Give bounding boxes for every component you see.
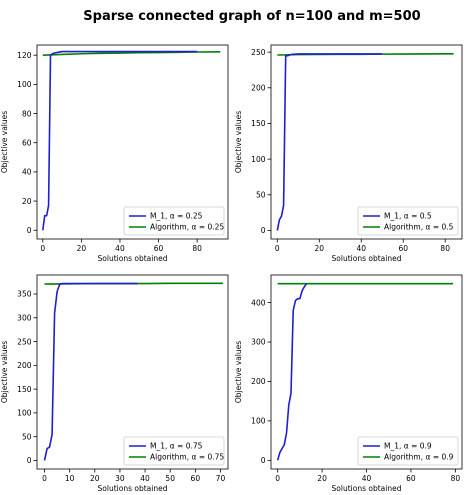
legend-entry: Algorithm, α = 0.5 bbox=[384, 223, 454, 232]
x-tick-label: 20 bbox=[317, 474, 327, 483]
legend-entry: M_1, α = 0.25 bbox=[150, 212, 203, 221]
x-tick-label: 0 bbox=[40, 244, 45, 253]
x-axis-label: Solutions obtained bbox=[332, 484, 402, 493]
y-axis-label: Objective values bbox=[0, 111, 9, 173]
x-tick-label: 20 bbox=[315, 244, 325, 253]
legend: M_1, α = 0.9 Algorithm, α = 0.9 bbox=[357, 436, 459, 466]
y-tick-label: 100 bbox=[17, 409, 32, 418]
series-line-m1 bbox=[41, 50, 198, 231]
axes-frame bbox=[270, 44, 463, 240]
x-tick-label: 0 bbox=[42, 474, 47, 483]
legend-box bbox=[123, 206, 225, 236]
x-axis-label: Solutions obtained bbox=[98, 254, 168, 263]
y-tick-label: 0 bbox=[27, 226, 32, 235]
subplot-3: 0 10 20 30 40 50 60 70 0 50 100 150 200 250 300 350 Solu… bbox=[0, 274, 229, 493]
x-tick-label: 80 bbox=[451, 474, 461, 483]
legend-entry: M_1, α = 0.9 bbox=[384, 442, 432, 451]
y-tick-label: 100 bbox=[251, 155, 266, 164]
x-tick-label: 60 bbox=[398, 244, 408, 253]
x-tick-label: 0 bbox=[275, 474, 280, 483]
x-tick-label: 30 bbox=[115, 474, 125, 483]
y-axis-label: Objective values bbox=[0, 341, 9, 403]
y-tick-label: 400 bbox=[251, 298, 266, 307]
y-tick-label: 300 bbox=[251, 338, 266, 347]
y-tick-label: 20 bbox=[22, 197, 32, 206]
x-tick-label: 60 bbox=[154, 244, 164, 253]
legend-entry: Algorithm, α = 0.75 bbox=[150, 453, 224, 462]
y-tick-label: 0 bbox=[261, 456, 266, 465]
series-line-m1 bbox=[43, 282, 138, 461]
legend-entry: Algorithm, α = 0.9 bbox=[384, 453, 454, 462]
y-tick-label: 200 bbox=[251, 83, 266, 92]
y-tick-label: 0 bbox=[27, 456, 32, 465]
y-tick-label: 300 bbox=[17, 313, 32, 322]
x-tick-label: 50 bbox=[165, 474, 175, 483]
y-tick-label: 200 bbox=[17, 361, 32, 370]
x-tick-label: 0 bbox=[275, 244, 280, 253]
y-tick-label: 250 bbox=[17, 337, 32, 346]
x-tick-label: 40 bbox=[115, 244, 125, 253]
legend: M_1, α = 0.75 Algorithm, α = 0.75 bbox=[123, 436, 225, 466]
legend-box bbox=[123, 436, 225, 466]
x-tick-label: 70 bbox=[216, 474, 226, 483]
subplot-4: 0 20 40 60 80 0 100 200 300 400 Solutions obtained… bbox=[234, 274, 463, 493]
x-axis-label: Solutions obtained bbox=[98, 484, 168, 493]
x-tick-label: 60 bbox=[406, 474, 416, 483]
y-tick-label: 200 bbox=[251, 377, 266, 386]
x-tick-label: 40 bbox=[356, 244, 366, 253]
y-tick-label: 150 bbox=[251, 119, 266, 128]
legend-box bbox=[357, 436, 459, 466]
y-tick-label: 50 bbox=[22, 432, 32, 441]
y-axis-label: Objective values bbox=[234, 341, 243, 403]
legend: M_1, α = 0.5 Algorithm, α = 0.5 bbox=[357, 206, 459, 236]
x-tick-label: 40 bbox=[362, 474, 372, 483]
subplot-2: 0 20 40 60 80 0 50 100 150 200 250 Solutions obtain… bbox=[234, 44, 463, 263]
y-tick-label: 0 bbox=[261, 226, 266, 235]
subplot-1: 0 20 40 60 80 0 20 40 60 80 100 120 Solutions obtain… bbox=[0, 44, 229, 263]
y-tick-label: 150 bbox=[17, 385, 32, 394]
y-tick-label: 40 bbox=[22, 168, 32, 177]
axes-frame bbox=[36, 44, 229, 240]
y-tick-label: 50 bbox=[256, 190, 266, 199]
axes-frame bbox=[36, 274, 229, 470]
series-line-m1 bbox=[276, 283, 308, 461]
series-line-m1 bbox=[276, 53, 383, 231]
x-tick-label: 20 bbox=[90, 474, 100, 483]
y-tick-label: 120 bbox=[17, 51, 32, 60]
y-tick-label: 100 bbox=[17, 80, 32, 89]
y-tick-label: 60 bbox=[22, 138, 32, 147]
x-tick-label: 20 bbox=[77, 244, 87, 253]
legend-entry: M_1, α = 0.75 bbox=[150, 442, 203, 451]
figure-title: Sparse connected graph of n=100 and m=50… bbox=[83, 9, 420, 24]
x-tick-label: 40 bbox=[140, 474, 150, 483]
legend-entry: Algorithm, α = 0.25 bbox=[150, 223, 224, 232]
x-axis-label: Solutions obtained bbox=[332, 254, 402, 263]
y-axis-label: Objective values bbox=[234, 111, 243, 173]
series-line-algorithm bbox=[42, 51, 221, 57]
y-tick-label: 100 bbox=[251, 417, 266, 426]
legend-box bbox=[357, 206, 459, 236]
x-tick-label: 60 bbox=[191, 474, 201, 483]
legend-entry: M_1, α = 0.5 bbox=[384, 212, 432, 221]
x-tick-label: 10 bbox=[65, 474, 75, 483]
x-tick-label: 80 bbox=[192, 244, 202, 253]
y-tick-label: 250 bbox=[251, 48, 266, 57]
y-tick-label: 80 bbox=[22, 109, 32, 118]
legend: M_1, α = 0.25 Algorithm, α = 0.25 bbox=[123, 206, 225, 236]
x-tick-label: 80 bbox=[440, 244, 450, 253]
y-tick-label: 350 bbox=[17, 290, 32, 299]
